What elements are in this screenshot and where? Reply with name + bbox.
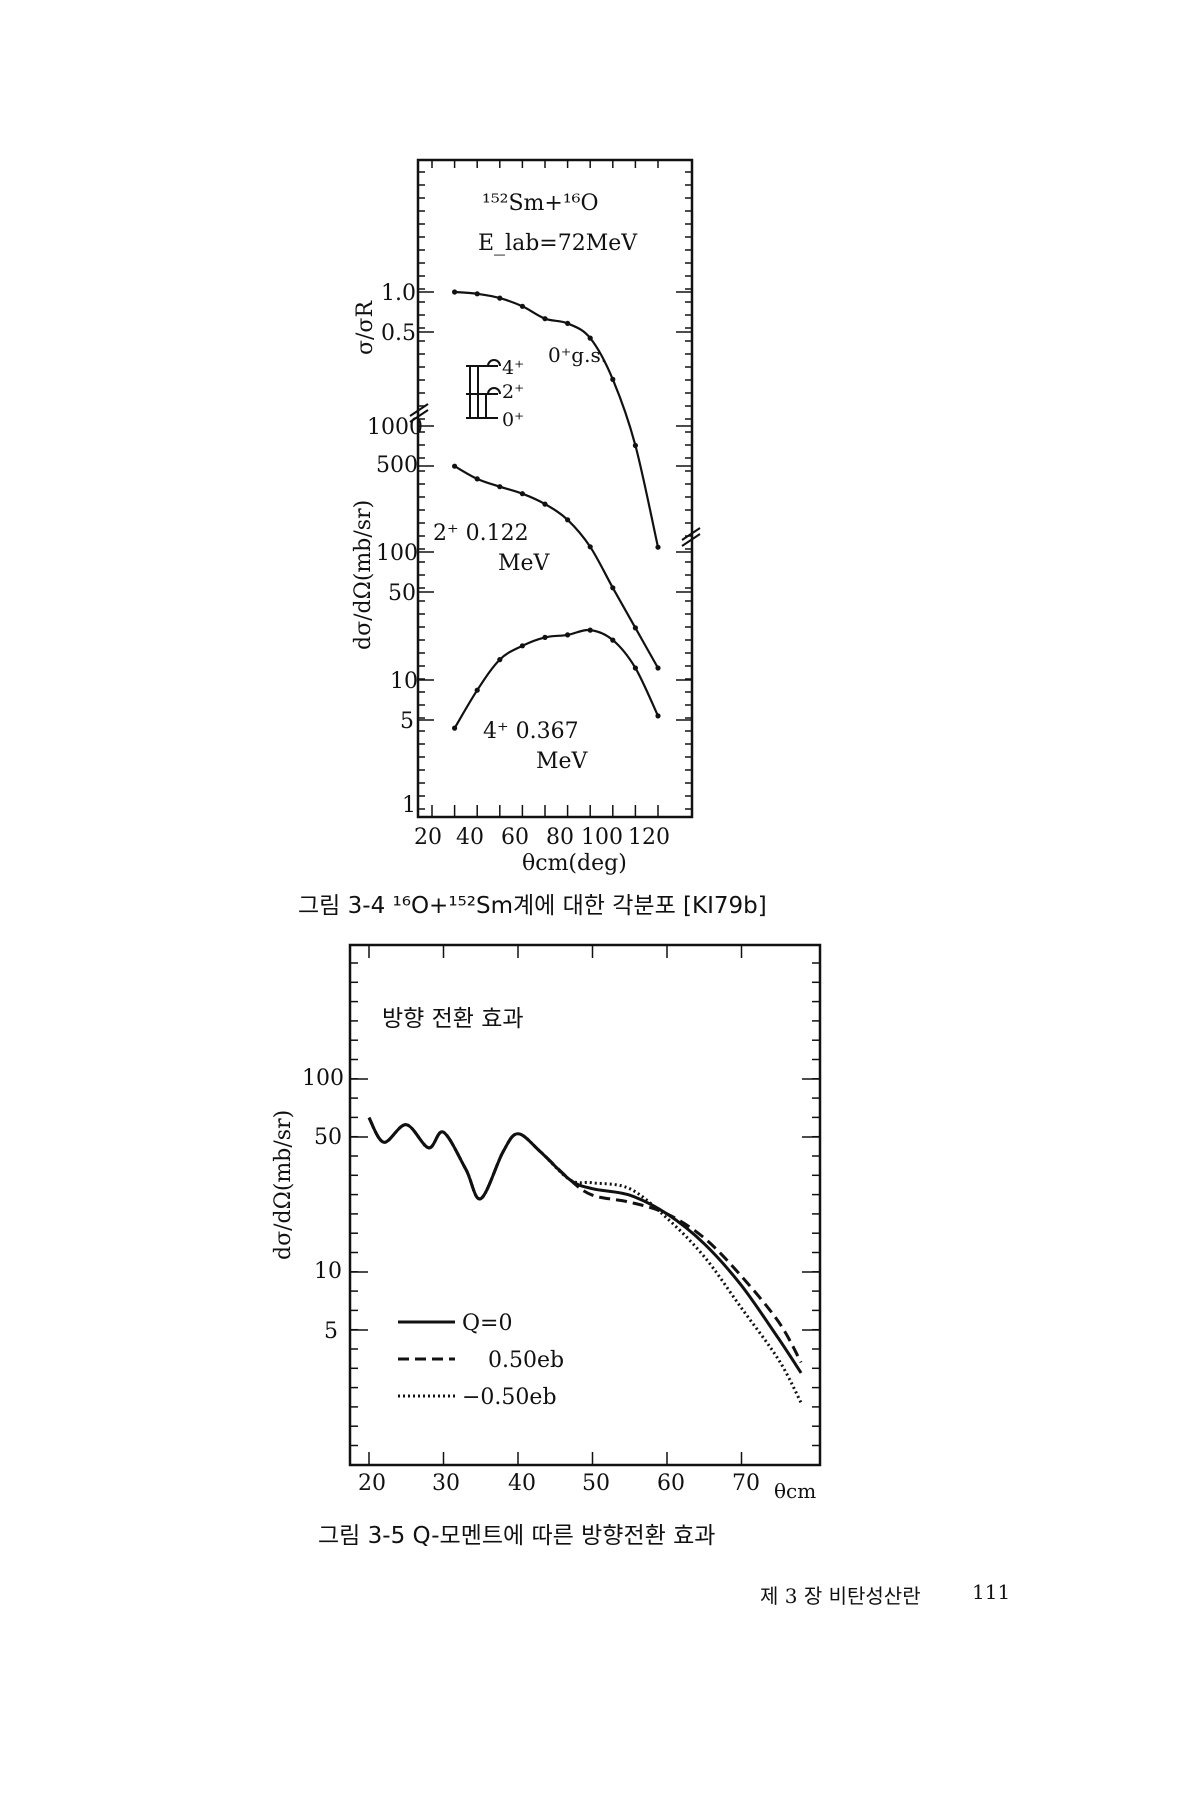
y-axis-label-top: σ/σR (353, 300, 378, 355)
tick-label-top-1: 1.0 (381, 281, 416, 306)
figure1-point (565, 632, 571, 638)
figure1-frame (416, 158, 694, 819)
footer-chapter: 제 3 장 비탄성산란 (760, 1584, 921, 1608)
figure1-series (452, 289, 661, 731)
label-energy: E_lab=72MeV (478, 231, 638, 256)
figure1-point (655, 544, 661, 550)
figure2-caption: 그림 3-5 Q-모멘트에 따른 방향전환 효과 (318, 1523, 716, 1549)
x-tick-60: 60 (501, 825, 529, 850)
f2-x-tick-60: 60 (657, 1471, 685, 1496)
label-ground-state: 0⁺g.s. (548, 343, 607, 367)
f2-y-tick-50: 50 (314, 1125, 342, 1150)
figure1-series-line-3 (453, 628, 659, 729)
figure2-series-line-3 (367, 1116, 803, 1404)
figure2-series (367, 1116, 803, 1404)
tick-label-500: 500 (376, 453, 418, 478)
f2-x-tick-40: 40 (508, 1471, 536, 1496)
x-tick-80: 80 (546, 825, 574, 850)
label-4plus-unit: MeV (536, 749, 589, 774)
figure1-point (542, 501, 548, 507)
figure1-point (519, 491, 526, 497)
x-tick-100: 100 (581, 825, 623, 850)
f2-y-axis-label: dσ/dΩ(mb/sr) (271, 1110, 296, 1260)
figure1-point (587, 544, 593, 550)
figure1-point (655, 665, 661, 671)
label-reaction: ¹⁵²Sm+¹⁶O (482, 191, 599, 216)
level-label-0plus: 0⁺ (502, 409, 524, 431)
figure1-point (632, 625, 639, 631)
figure2-frame (348, 943, 822, 1467)
tick-label-50: 50 (388, 581, 416, 606)
figure1-point (519, 303, 526, 309)
figure1-point (497, 295, 503, 301)
figure2-series-line-1 (367, 1116, 803, 1374)
f2-x-axis-label: θcm (774, 1479, 816, 1503)
level-label-2plus: 2⁺ (502, 381, 524, 403)
f2-x-tick-30: 30 (432, 1471, 460, 1496)
figure1-point (452, 463, 458, 469)
tick-label-10: 10 (390, 669, 418, 694)
figure2-series-line-2 (367, 1116, 803, 1364)
tick-label-100: 100 (376, 541, 418, 566)
label-4plus: 4⁺ 0.367 (483, 719, 579, 744)
figure1-point (655, 713, 661, 719)
level-scheme-diagram (466, 359, 501, 419)
figure2-legend: Q=0 0.50eb −0.50eb (398, 1311, 564, 1410)
legend-label-q0: Q=0 (462, 1311, 512, 1336)
tick-label-1000: 1000 (367, 415, 423, 440)
figure1-series-line-2 (454, 465, 659, 669)
figure1-point (632, 665, 639, 671)
figure2-tick-marks (350, 945, 820, 1465)
f2-y-tick-10: 10 (314, 1259, 342, 1284)
figure1-point (497, 657, 503, 663)
legend-label-pos: 0.50eb (488, 1348, 564, 1373)
figure1-tick-marks (418, 160, 692, 817)
figure1-point (587, 335, 593, 341)
level-label-4plus: 4⁺ (502, 357, 524, 379)
x-tick-20: 20 (414, 825, 442, 850)
figure1-point (587, 627, 593, 633)
x-tick-120: 120 (628, 825, 670, 850)
figure1-point (565, 517, 571, 523)
f2-x-tick-50: 50 (582, 1471, 610, 1496)
figure1-point (474, 291, 480, 297)
figure2-title: 방향 전환 효과 (382, 1006, 524, 1032)
figure1-point (610, 637, 616, 643)
figure1-point (610, 376, 616, 382)
tick-label-top-2: 0.5 (381, 321, 416, 346)
figure1-point (474, 476, 480, 482)
tick-label-5: 5 (400, 709, 414, 734)
figure1-point (565, 320, 571, 326)
footer-page-number: 111 (972, 1580, 1011, 1604)
y-axis-label-bottom: dσ/dΩ(mb/sr) (351, 500, 376, 650)
figure1-caption: 그림 3-4 ¹⁶O+¹⁵²Sm계에 대한 각분포 [KI79b] (298, 893, 767, 919)
figure1-point (452, 289, 458, 295)
figure1-point (474, 687, 480, 693)
figure1-point (632, 442, 639, 449)
figure1-series-line-1 (454, 290, 660, 548)
f2-x-tick-70: 70 (732, 1471, 760, 1496)
figure1-point (542, 634, 548, 641)
x-tick-40: 40 (456, 825, 484, 850)
f2-y-tick-100: 100 (302, 1066, 344, 1091)
figure1-point (519, 643, 526, 649)
label-2plus: 2⁺ 0.122 (433, 521, 529, 546)
label-2plus-unit: MeV (498, 551, 551, 576)
figure1-point (452, 725, 458, 731)
f2-y-tick-5: 5 (324, 1319, 338, 1344)
x-axis-label: θcm(deg) (522, 851, 627, 876)
figure1-point (610, 585, 616, 591)
legend-label-neg: −0.50eb (462, 1385, 557, 1410)
figure1-point (497, 484, 503, 490)
f2-x-tick-20: 20 (358, 1471, 386, 1496)
axis-break-right (681, 527, 701, 541)
figure1-point (542, 316, 548, 322)
tick-label-1: 1 (402, 793, 416, 818)
